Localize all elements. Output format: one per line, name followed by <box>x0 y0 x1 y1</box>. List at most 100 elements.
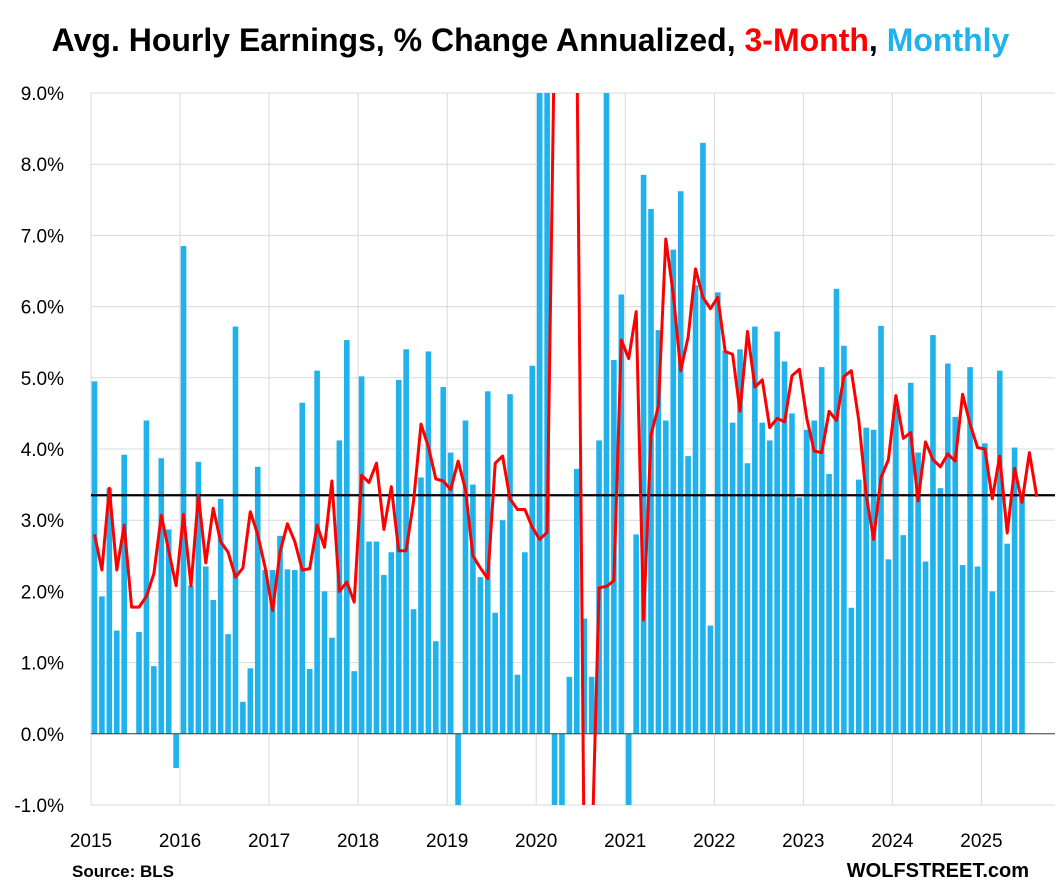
monthly-bar <box>766 440 773 734</box>
source-label: Source: BLS <box>72 862 175 881</box>
x-tick-label: 2018 <box>337 831 379 852</box>
monthly-bar <box>833 288 840 734</box>
monthly-bar <box>1011 447 1018 734</box>
monthly-bar <box>173 733 179 768</box>
monthly-bar <box>165 529 172 734</box>
brand-label: WOLFSTREET.com <box>846 860 1029 882</box>
monthly-bar <box>136 631 142 734</box>
monthly-bar <box>106 488 113 734</box>
monthly-bar <box>663 420 669 734</box>
monthly-bar <box>410 609 417 734</box>
y-tick-label: 1.0% <box>21 654 64 675</box>
x-tick-label: 2021 <box>604 831 646 852</box>
monthly-bar <box>499 520 506 734</box>
monthly-bar <box>314 370 320 734</box>
monthly-bar <box>670 249 677 734</box>
monthly-bar <box>692 285 699 734</box>
y-tick-label: 6.0% <box>21 298 64 319</box>
monthly-bar <box>269 570 276 734</box>
monthly-bar <box>470 484 476 734</box>
monthly-bar <box>91 381 98 734</box>
monthly-bar <box>841 345 847 734</box>
monthly-bar <box>796 497 803 734</box>
monthly-bar <box>804 429 810 734</box>
x-tick-label: 2016 <box>159 831 201 852</box>
monthly-bars <box>91 93 1025 805</box>
monthly-bar <box>566 676 573 734</box>
monthly-bar <box>989 591 996 734</box>
monthly-bar <box>685 456 691 734</box>
monthly-bar <box>232 326 239 734</box>
monthly-bar <box>930 335 936 734</box>
monthly-bar <box>395 379 402 734</box>
monthly-bar <box>492 612 498 734</box>
y-tick-label: 3.0% <box>21 511 64 532</box>
monthly-bar <box>477 577 484 734</box>
monthly-bar <box>952 416 959 734</box>
monthly-bar <box>366 541 372 734</box>
monthly-bar <box>982 443 988 734</box>
monthly-bar <box>536 93 543 734</box>
monthly-bar <box>188 585 194 734</box>
monthly-bar <box>418 477 424 734</box>
monthly-bar <box>455 733 461 805</box>
monthly-bar <box>618 294 625 734</box>
monthly-bar <box>574 468 580 734</box>
monthly-bar <box>292 570 298 734</box>
monthly-bar <box>737 349 743 734</box>
monthly-bar <box>893 407 899 734</box>
monthly-bar <box>759 422 766 734</box>
monthly-bar <box>254 466 261 734</box>
y-tick-label: 7.0% <box>21 226 64 247</box>
monthly-bar <box>529 365 536 734</box>
monthly-bar <box>433 641 439 734</box>
x-tick-label: 2023 <box>782 831 824 852</box>
title-comma: , <box>868 22 878 58</box>
monthly-bar <box>158 458 165 734</box>
monthly-bar <box>945 363 951 734</box>
monthly-bar <box>180 246 187 734</box>
monthly-bar <box>900 535 907 734</box>
monthly-bar <box>700 142 706 734</box>
monthly-bar <box>99 596 105 734</box>
monthly-bar <box>878 325 884 734</box>
monthly-bar <box>640 174 647 734</box>
monthly-bar <box>522 552 528 734</box>
y-tick-label: -1.0% <box>14 796 64 817</box>
monthly-bar <box>922 561 929 734</box>
y-tick-label: 8.0% <box>21 155 64 176</box>
monthly-bar <box>915 452 921 734</box>
monthly-bar <box>462 420 469 734</box>
monthly-bar <box>440 387 447 734</box>
y-axis-ticks: -1.0% 0.0% 1.0% 2.0% 3.0% 4.0% 5.0% 6.0% 7.0% 8.0… <box>14 84 64 817</box>
title-series-monthly: Monthly <box>886 22 1010 58</box>
monthly-bar <box>863 427 869 734</box>
three-month-line <box>93 93 1039 805</box>
monthly-bar <box>848 607 855 734</box>
monthly-bar <box>996 370 1003 734</box>
monthly-bar <box>351 671 357 734</box>
monthly-bar <box>633 534 639 734</box>
monthly-bar <box>974 566 981 734</box>
y-tick-label: 2.0% <box>21 582 64 603</box>
monthly-bar <box>343 340 350 734</box>
monthly-bar <box>781 361 788 734</box>
monthly-bar <box>544 93 550 734</box>
monthly-bar <box>811 420 818 734</box>
monthly-bar <box>707 625 714 734</box>
title-main: Avg. Hourly Earnings, % Change Annualize… <box>51 22 736 58</box>
monthly-bar <box>551 733 558 805</box>
monthly-bar <box>885 559 892 734</box>
monthly-bar <box>744 463 751 734</box>
monthly-bar <box>203 566 209 734</box>
monthly-bar <box>373 541 380 734</box>
monthly-bar <box>937 488 944 734</box>
monthly-bar <box>714 292 721 734</box>
monthly-bar <box>358 376 365 734</box>
x-tick-label: 2015 <box>70 831 112 852</box>
monthly-bar <box>559 733 565 805</box>
monthly-bar <box>514 674 521 734</box>
monthly-bar <box>1004 543 1010 734</box>
monthly-bar <box>447 452 454 734</box>
